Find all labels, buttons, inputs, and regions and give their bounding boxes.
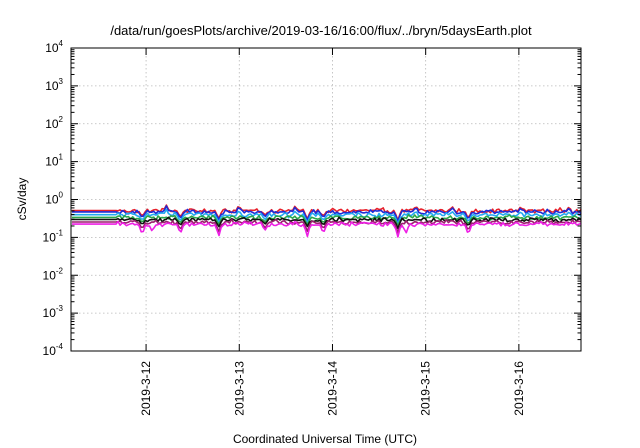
grid-layer [71,48,581,351]
y-tick-label: 10-4 [43,342,64,358]
y-tick-label: 101 [45,153,63,169]
y-tick-label: 103 [45,77,63,93]
y-tick-label: 104 [45,39,63,55]
x-tick-label: 2019-3-12 [139,361,153,416]
x-tick-label: 2019-3-14 [325,361,339,416]
y-tick-label: 10-2 [43,266,64,282]
series-line [72,205,582,223]
y-tick-label: 102 [45,115,63,131]
y-tick-label: 10-1 [43,228,64,244]
x-tick-label: 2019-3-13 [232,361,246,416]
y-tick-labels: 10-4 10-3 10-2 10-1 100 101 102 103 104 [43,39,64,358]
chart-title: /data/run/goesPlots/archive/2019-03-16/1… [110,23,532,38]
series-layer [72,204,582,238]
series-line [72,208,582,225]
y-axis-label: cSv/day [15,178,29,221]
x-tick-label: 2019-3-16 [512,361,526,416]
y-tick-label: 100 [45,191,63,207]
x-axis-label: Coordinated Universal Time (UTC) [233,432,417,446]
series-line [72,216,582,230]
tick-layer [71,47,581,352]
x-tick-labels: 2019-3-12 2019-3-13 2019-3-14 2019-3-15 2019… [139,361,526,416]
series-line [72,220,582,238]
x-tick-label: 2019-3-15 [419,361,433,416]
y-tick-label: 10-3 [43,304,64,320]
